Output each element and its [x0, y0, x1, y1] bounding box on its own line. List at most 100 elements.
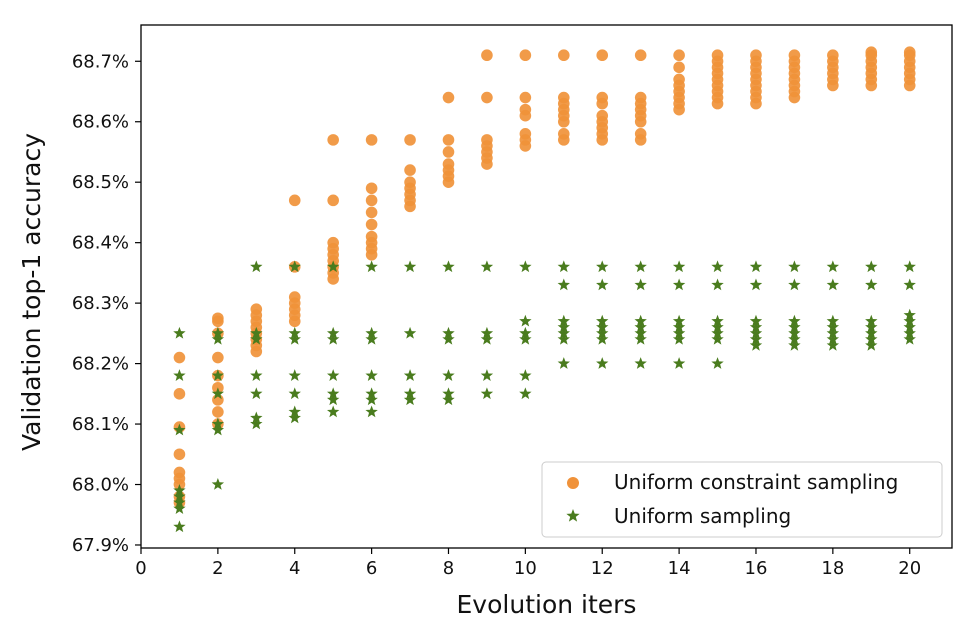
- x-tick-label: 0: [135, 558, 146, 579]
- data-point-star: [403, 326, 417, 339]
- data-point-star: [480, 369, 494, 381]
- data-point-circle: [365, 182, 378, 195]
- data-point-star: [211, 387, 225, 400]
- data-point-circle: [673, 61, 685, 74]
- data-point-circle: [634, 91, 647, 104]
- data-point-circle: [173, 448, 186, 461]
- legend-box: [541, 461, 943, 538]
- data-point-star: [365, 332, 378, 345]
- data-point-star: [211, 423, 225, 436]
- data-point-star: [173, 326, 186, 339]
- data-point-star: [173, 423, 186, 436]
- data-point-circle: [788, 49, 801, 62]
- data-point-star: [403, 369, 417, 381]
- data-point-star: [865, 260, 878, 273]
- y-tick-label: 68.2%: [72, 354, 129, 375]
- data-point-star: [903, 278, 916, 291]
- data-point-star: [327, 393, 340, 406]
- data-point-circle: [442, 146, 455, 158]
- data-point-star: [211, 326, 225, 339]
- y-axis-title: Validation top-1 accuracy: [17, 133, 46, 451]
- data-point-star: [288, 405, 301, 418]
- data-point-star: [480, 326, 494, 339]
- data-point-star: [826, 320, 840, 333]
- y-axis-ticks: 67.9% 68.0% 68.1% 68.2% 68.3% 68.4% 68.5% 68.6%…: [72, 51, 141, 556]
- data-point-circle: [596, 91, 609, 104]
- data-point-star: [557, 314, 570, 327]
- data-point-star: [826, 260, 840, 273]
- data-point-star: [288, 387, 301, 400]
- data-point-star: [749, 278, 763, 291]
- data-point-star: [788, 314, 801, 327]
- data-point-circle: [557, 49, 570, 62]
- data-point-circle: [481, 134, 493, 146]
- data-point-circle: [596, 109, 609, 122]
- data-point-star: [826, 278, 840, 291]
- data-point-star: [634, 314, 647, 327]
- data-point-star: [403, 393, 417, 406]
- data-point-star: [903, 314, 916, 327]
- data-point-star: [519, 326, 532, 339]
- data-point-star: [596, 314, 609, 327]
- y-tick-label: 68.1%: [72, 414, 129, 435]
- data-point-star: [519, 332, 532, 345]
- data-point-star: [403, 260, 417, 273]
- data-point-star: [634, 278, 647, 291]
- data-point-star: [557, 260, 570, 273]
- data-point-star: [672, 357, 686, 369]
- data-point-star: [865, 338, 878, 351]
- data-point-star: [749, 326, 763, 339]
- data-point-star: [596, 260, 609, 273]
- data-point-circle: [404, 134, 416, 146]
- legend-star-shape: [566, 509, 580, 522]
- data-point-star: [173, 496, 186, 508]
- data-point-star: [365, 326, 378, 339]
- data-point-star: [788, 320, 801, 333]
- data-point-circle: [442, 91, 455, 104]
- data-point-star: [480, 387, 494, 400]
- data-point-star: [327, 326, 340, 339]
- data-point-star: [557, 278, 570, 291]
- data-point-star: [403, 387, 417, 400]
- data-point-circle: [519, 49, 532, 62]
- data-point-star: [557, 320, 570, 333]
- data-point-star: [826, 314, 840, 327]
- data-point-star: [711, 278, 724, 291]
- data-point-star: [173, 490, 186, 502]
- data-point-circle: [404, 176, 416, 189]
- plot-frame: [140, 24, 953, 549]
- data-point-circle: [327, 236, 339, 249]
- data-point-circle: [903, 46, 916, 59]
- data-point-star: [365, 405, 378, 418]
- data-point-star: [749, 320, 763, 333]
- data-point-star: [711, 332, 724, 345]
- data-point-star: [634, 326, 647, 339]
- data-point-star: [749, 332, 763, 345]
- data-point-star: [788, 338, 801, 351]
- data-point-circle: [365, 230, 378, 243]
- data-point-star: [365, 387, 378, 400]
- x-tick-label: 18: [821, 558, 844, 579]
- data-point-star: [596, 326, 609, 339]
- data-point-star: [288, 369, 301, 381]
- legend-label-uniform: Uniform sampling: [614, 504, 791, 528]
- data-point-star: [327, 405, 340, 418]
- data-point-circle: [750, 49, 762, 62]
- data-point-star: [250, 332, 263, 345]
- x-tick-label: 4: [289, 558, 300, 579]
- data-point-circle: [634, 49, 647, 62]
- data-point-star: [672, 278, 686, 291]
- data-point-star: [711, 314, 724, 327]
- data-point-circle: [173, 351, 186, 364]
- x-tick-label: 6: [366, 558, 377, 579]
- data-point-circle: [404, 164, 416, 176]
- data-point-circle: [557, 91, 570, 104]
- data-point-star: [211, 332, 225, 345]
- data-point-star: [903, 320, 916, 333]
- data-point-star: [288, 326, 301, 339]
- data-point-star: [749, 338, 763, 351]
- data-point-star: [557, 357, 570, 369]
- data-point-star: [788, 278, 801, 291]
- data-point-star: [788, 260, 801, 273]
